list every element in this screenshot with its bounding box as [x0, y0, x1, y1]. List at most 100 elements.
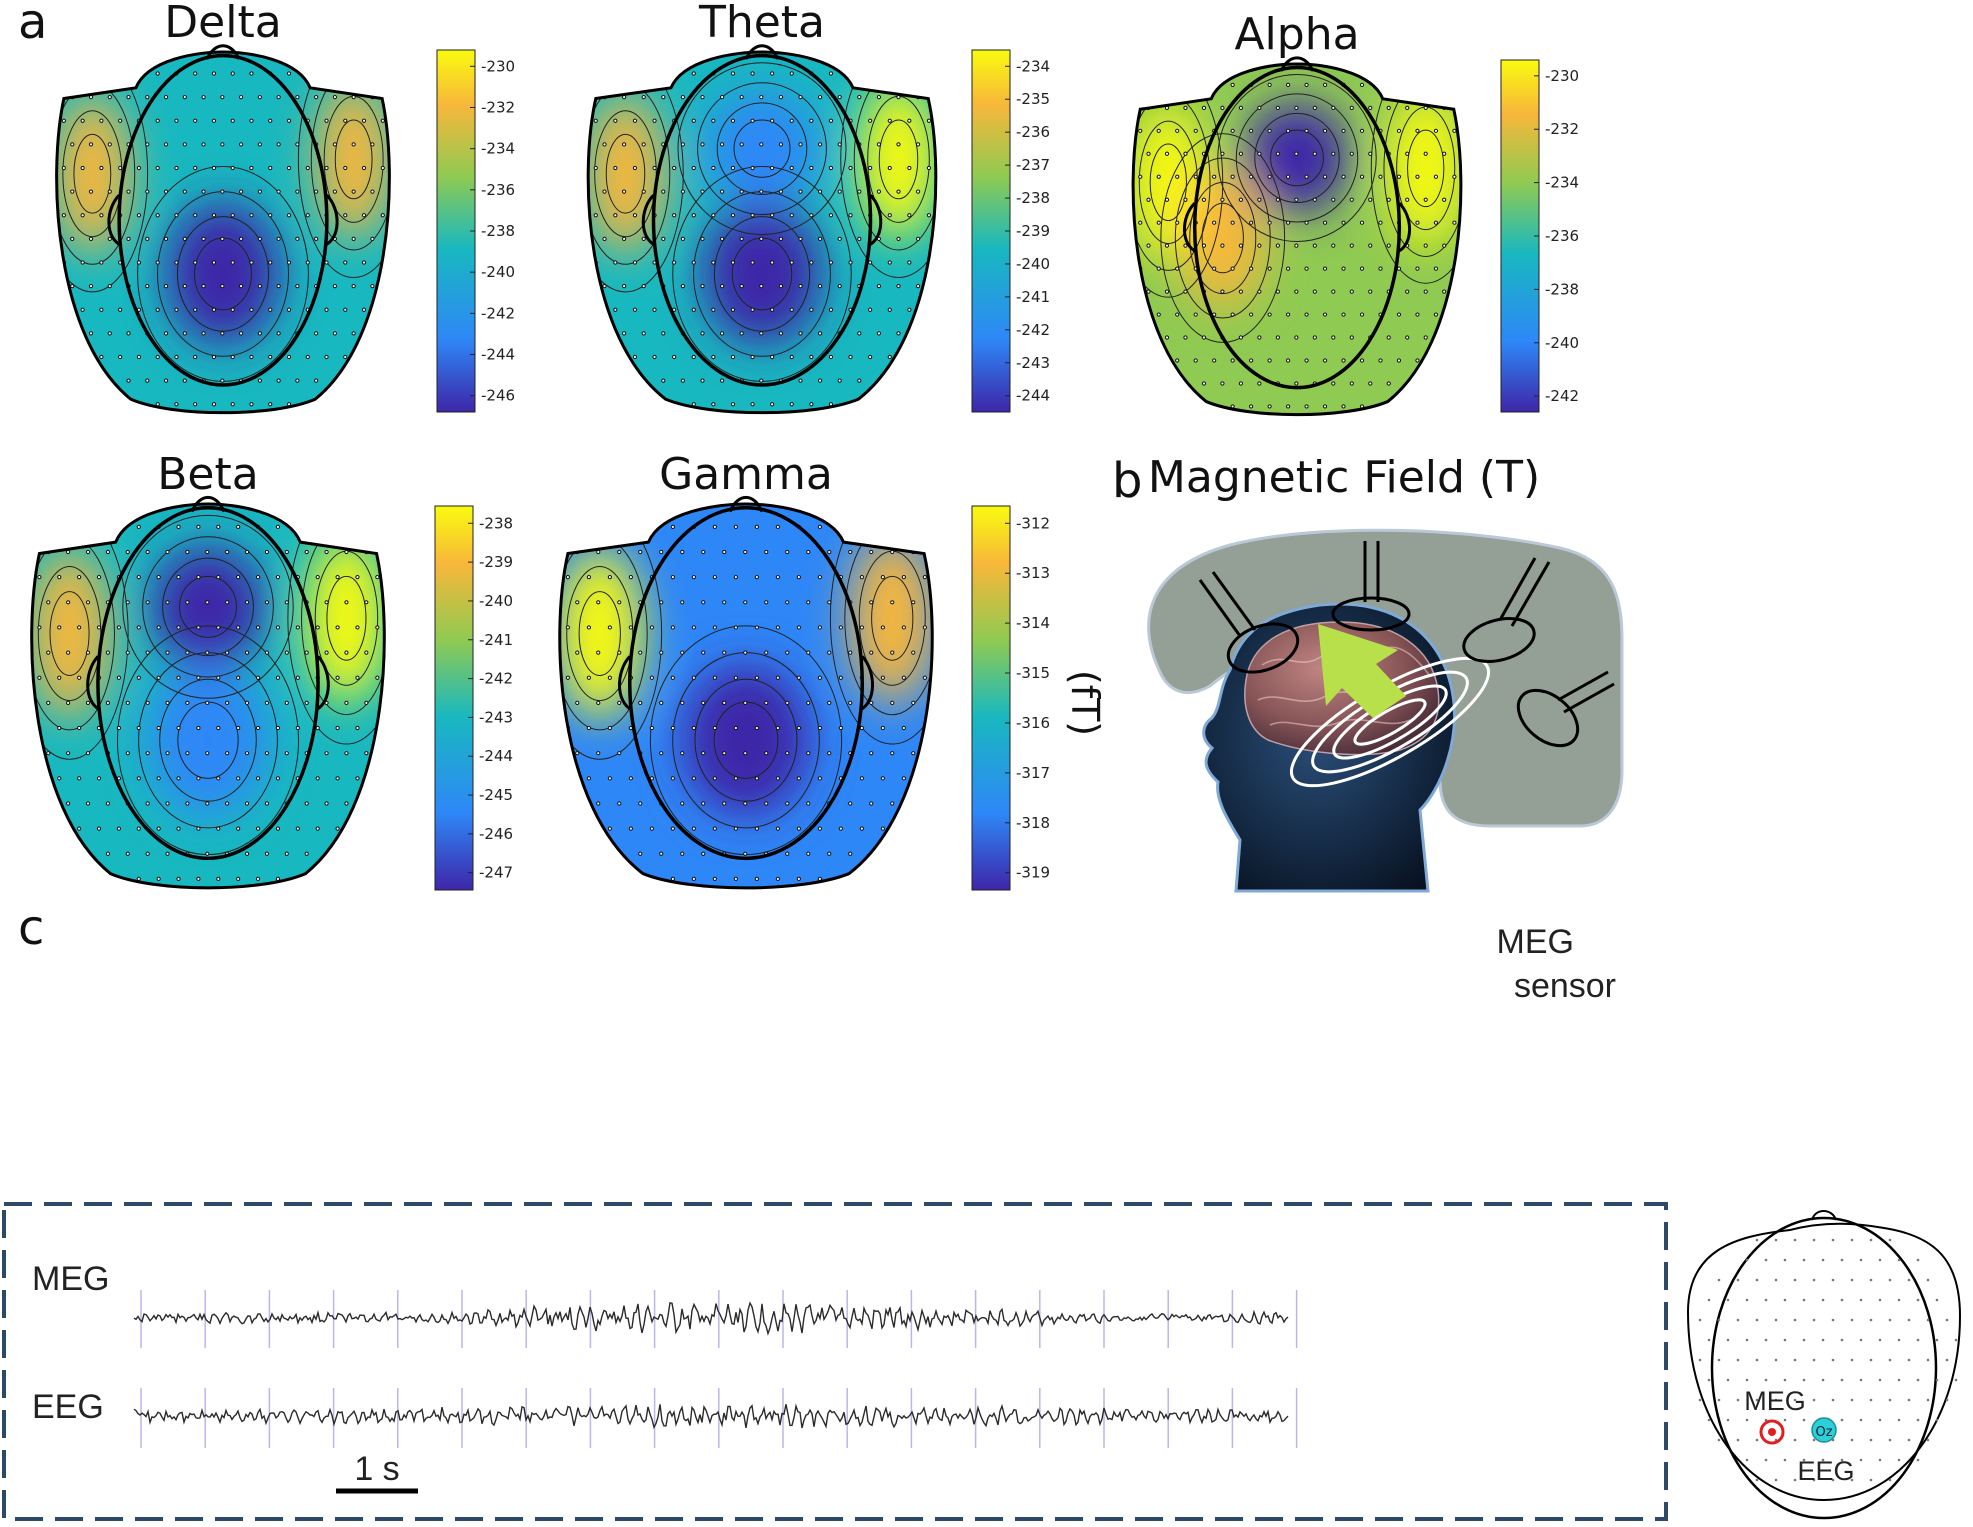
nose: [728, 495, 764, 513]
colorbar-tick-label: -234: [1545, 174, 1579, 192]
hotspot-temporal-right: [851, 534, 933, 703]
current-dipole-arrow: [1318, 624, 1406, 718]
colorbar-tick-label: -241: [479, 631, 513, 649]
colorbar-tick-label: -244: [481, 346, 515, 364]
left-ear: [86, 655, 101, 712]
colorbar-tick-label: -244: [479, 747, 513, 765]
colorbar-tick-label: -238: [481, 222, 515, 240]
colorbar-tick-label: -315: [1016, 664, 1050, 682]
topomap-delta: Delta -230 -232 -234 -236 -238 -240 -242 -244 -24…: [55, 0, 515, 415]
colorbar: [971, 505, 1011, 891]
right-ear: [1396, 202, 1411, 254]
head-outline: [96, 506, 320, 861]
panel-label-a: a: [18, 0, 47, 50]
trace-box: [2, 1202, 1668, 1521]
oz-electrode-marker: [1811, 1417, 1837, 1443]
colorbar-tick-label: -316: [1016, 714, 1050, 732]
nose: [744, 44, 780, 60]
nose: [205, 44, 241, 60]
meg-sensor-label-1: MEG: [1497, 923, 1574, 961]
colorbar-tick-label: -243: [479, 708, 513, 726]
right-ear: [859, 655, 874, 712]
colorbar-tick-label: -237: [1016, 156, 1050, 174]
colorbar-tick-label: -230: [481, 57, 515, 75]
head-outline: [651, 53, 873, 387]
topomap-title: Alpha: [1234, 9, 1359, 60]
hotspot-temporal-right: [1389, 91, 1461, 245]
sensor-map-eeg-label: EEG: [1797, 1456, 1854, 1486]
topomap-beta: Beta -238 -239 -240 -241 -242 -243 -244 -245 -246…: [30, 449, 513, 891]
hotspot-frontal-center: [706, 91, 818, 206]
colorbar-tick-label: -242: [1016, 321, 1050, 339]
topomap-alpha: Alpha -230 -232 -234 -236 -238 -240 -242: [1131, 9, 1579, 417]
colorbar-tick-label: -245: [479, 786, 513, 804]
topomap-title: Theta: [698, 0, 825, 48]
eeg-trace-label: EEG: [32, 1388, 104, 1426]
colorbar-tick-label: -240: [1016, 255, 1050, 273]
unit-label: (fT): [1063, 670, 1107, 736]
meg-sensor-marker: [1759, 1419, 1785, 1445]
scale-bar-label: 1 s: [354, 1450, 399, 1488]
colorbar-tick-label: -232: [1545, 120, 1579, 138]
topomap-theta: Theta -234 -235 -236 -237 -238 -239 -240 -241 -24…: [586, 0, 1050, 415]
hotspot-temporal-right: [860, 80, 936, 239]
right-ear: [867, 194, 883, 247]
colorbar-tick-label: -230: [1545, 67, 1579, 85]
left-ear: [641, 194, 657, 247]
colorbar-tick-label: -240: [481, 263, 515, 281]
colorbar-tick-label: -238: [1545, 280, 1579, 298]
head-outline: [1192, 65, 1402, 390]
panel-label-b: b: [1112, 453, 1142, 509]
topomap-title: Delta: [164, 0, 281, 48]
meg-illustration: Magnetic Field (T) ME: [1147, 452, 1624, 1005]
colorbar-tick-label: -238: [1016, 189, 1050, 207]
topomap-title: Gamma: [659, 449, 833, 500]
colorbar-tick-label: -235: [1016, 90, 1050, 108]
colorbar-tick-label: -240: [1545, 334, 1579, 352]
topomap-title: Beta: [157, 449, 258, 500]
colorbar-tick-label: -247: [479, 864, 513, 882]
colorbar-tick-label: -238: [479, 514, 513, 532]
sensor-map-meg-label: MEG: [1744, 1386, 1806, 1416]
colorbar-tick-label: -318: [1016, 814, 1050, 832]
meg-sensor-label-2: sensor: [1514, 967, 1616, 1005]
colorbar-tick-label: -240: [479, 592, 513, 610]
meg-sensor-coils: [1198, 541, 1615, 748]
hotspot-temporal-right: [316, 80, 390, 239]
right-ear: [315, 655, 330, 712]
colorbar-tick-label: -242: [481, 304, 515, 322]
colorbar-tick-label: -242: [479, 670, 513, 688]
left-ear: [1183, 202, 1198, 254]
colorbar: [971, 49, 1011, 413]
colorbar: [1500, 59, 1540, 413]
colorbar-tick-label: -242: [1545, 387, 1579, 405]
sensor-layout-map: Oz MEG EEG: [1686, 1210, 1962, 1520]
colorbar-tick-label: -243: [1016, 354, 1050, 372]
colorbar-tick-label: -319: [1016, 864, 1050, 882]
topomap-gamma: Gamma -312 -313 -314 -315 -316 -317 -318 -319: [558, 449, 1050, 891]
colorbar-tick-label: -234: [1016, 57, 1050, 75]
brain: [1244, 621, 1440, 756]
colorbar-tick-label: -236: [1545, 227, 1579, 245]
right-ear: [324, 194, 339, 247]
head-outline: [628, 506, 864, 861]
colorbar-tick-label: -314: [1016, 614, 1050, 632]
head-outline: [117, 53, 329, 387]
eeg-trace: [133, 1403, 1289, 1430]
colorbar-tick-label: -241: [1016, 288, 1050, 306]
colorbar-tick-label: -239: [1016, 222, 1050, 240]
colorbar-tick-label: -236: [1016, 123, 1050, 141]
colorbar-tick-label: -234: [481, 140, 515, 158]
colorbar: [434, 505, 474, 891]
colorbar-tick-label: -239: [479, 553, 513, 571]
colorbar-tick-label: -246: [479, 825, 513, 843]
topomap-panels: Delta -230 -232 -234 -236 -238 -240 -242 -244 -24…: [30, 0, 1579, 891]
magnetic-field-title: Magnetic Field (T): [1148, 452, 1540, 503]
panel-label-c: c: [18, 900, 44, 956]
trace-panel: MEG EEG 1 s Oz MEG EEG: [2, 1202, 1962, 1521]
left-ear: [107, 194, 122, 247]
colorbar-tick-label: -244: [1016, 387, 1050, 405]
meg-trace: [133, 1301, 1289, 1336]
colorbar-tick-label: -312: [1016, 514, 1050, 532]
colorbar-tick-label: -246: [481, 387, 515, 405]
